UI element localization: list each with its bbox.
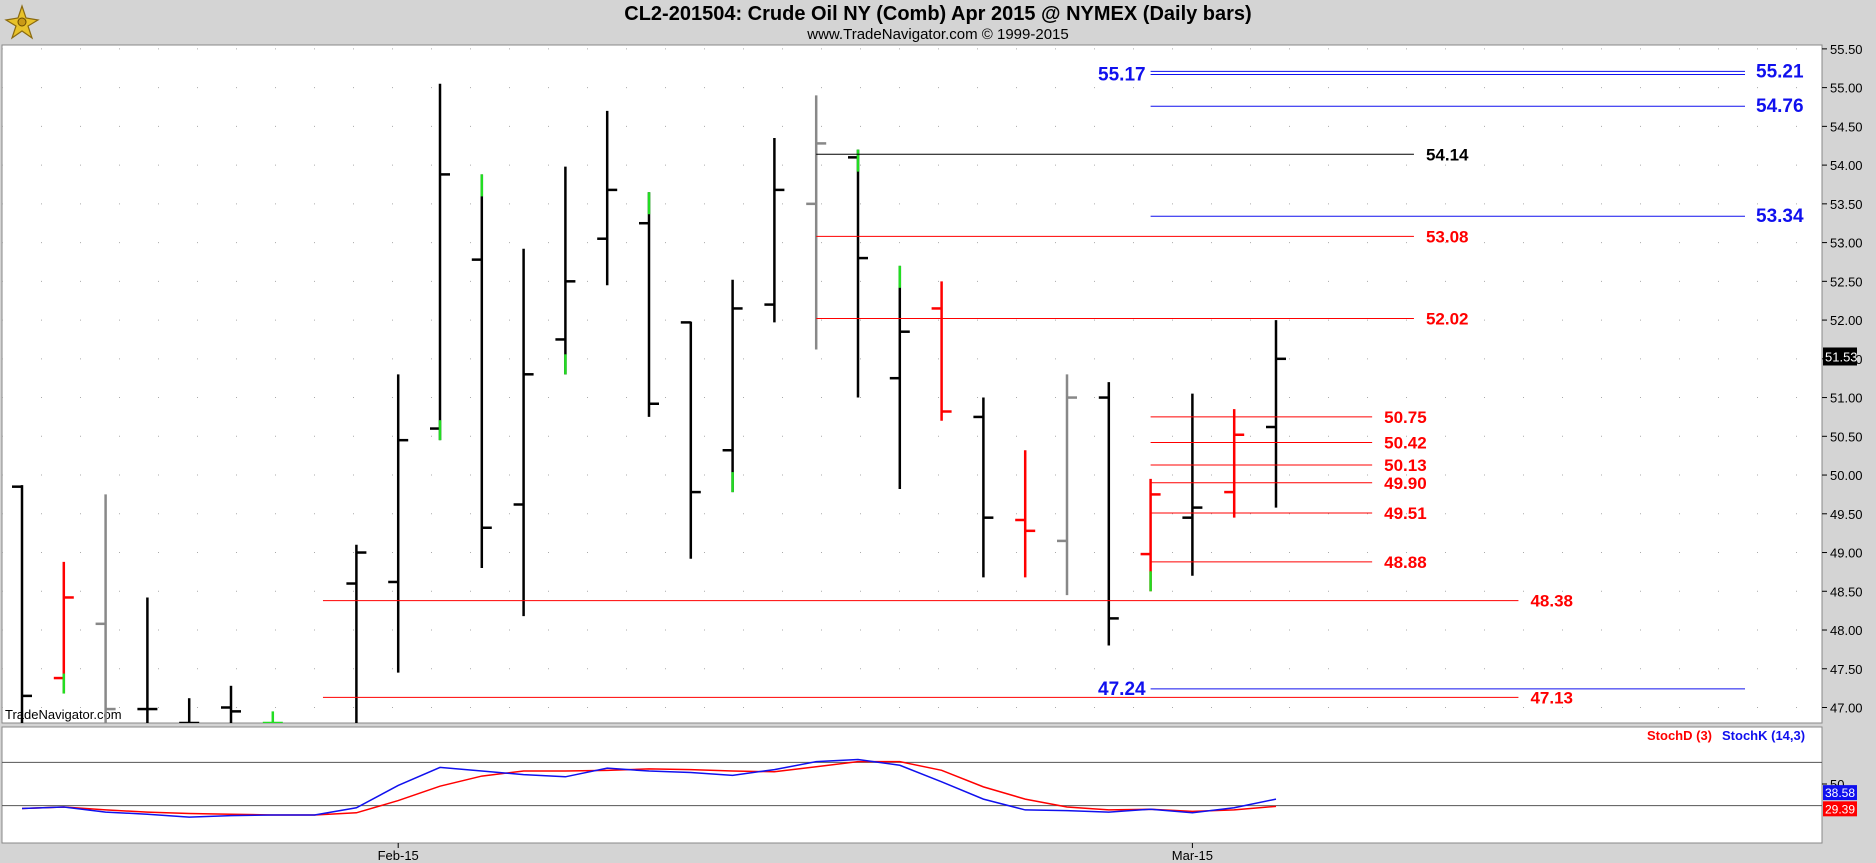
- stoch-last-badge: [1823, 785, 1857, 801]
- watermark-text: TradeNavigator.com: [5, 707, 122, 722]
- y-tick-label: 53.00: [1830, 236, 1863, 251]
- level-label-52-02: 52.02: [1426, 310, 1469, 329]
- ohlc-bar: [597, 110, 618, 286]
- ohlc-bar: [889, 265, 910, 489]
- ohlc-bar: [1098, 382, 1119, 646]
- y-tick-label: 49.00: [1830, 546, 1863, 561]
- ohlc-bar: [430, 83, 450, 441]
- legend-stochd: StochD (3): [1647, 728, 1712, 743]
- ohlc-bar: [53, 561, 74, 694]
- y-tick-label: 48.50: [1830, 584, 1863, 599]
- chart-subtitle: www.TradeNavigator.com © 1999-2015: [807, 26, 1069, 43]
- level-label-49-51: 49.51: [1384, 504, 1427, 523]
- level-label-48-38: 48.38: [1530, 592, 1573, 611]
- y-tick-label: 48.00: [1830, 623, 1863, 638]
- level-label-47-24: 47.24: [1098, 679, 1146, 700]
- ohlc-bar: [513, 248, 534, 617]
- y-tick-label: 50.00: [1830, 468, 1863, 483]
- ohlc-bar: [95, 494, 116, 723]
- ohlc-bar: [1266, 320, 1286, 508]
- chart-title: CL2-201504: Crude Oil NY (Comb) Apr 2015…: [624, 3, 1252, 25]
- tradenavigator-logo-icon: [2, 2, 42, 42]
- ohlc-bar: [1057, 374, 1077, 596]
- y-tick-label: 47.00: [1830, 701, 1863, 716]
- last-price-label: 51.53: [1825, 349, 1858, 364]
- level-label-50-42: 50.42: [1384, 434, 1427, 453]
- stochastic-panel: [1, 726, 1823, 844]
- stoch-last-badge: [1823, 801, 1857, 817]
- y-tick-label: 54.50: [1830, 119, 1863, 134]
- ohlc-bar: [555, 166, 576, 375]
- ohlc-bar: [1140, 478, 1161, 592]
- y-tick-label: 49.50: [1830, 507, 1863, 522]
- price-levels: 55.21 55.17 54.76 54.14 53.34 53.08 52.02 50.75…: [322, 61, 1804, 707]
- ohlc-bar: [639, 192, 659, 417]
- ohlc-bar: [137, 597, 158, 723]
- level-label-47-13: 47.13: [1530, 688, 1573, 707]
- stoch-line-k: [21, 758, 1277, 818]
- y-tick-label: 54.00: [1830, 158, 1863, 173]
- y-tick-label: 55.50: [1830, 42, 1863, 57]
- level-label-48-88: 48.88: [1384, 553, 1427, 572]
- ohlc-bar: [1224, 409, 1245, 518]
- ohlc-bar: [471, 174, 492, 569]
- ohlc-bar: [179, 698, 200, 723]
- ohlc-bar: [346, 544, 367, 723]
- y-tick-label: 50.50: [1830, 429, 1863, 444]
- last-price-badge: [1823, 347, 1857, 366]
- ohlc-bar: [848, 149, 868, 398]
- ohlc-bar: [680, 321, 701, 559]
- y-tick-label: 52.50: [1830, 274, 1863, 289]
- ohlc-bar: [12, 485, 32, 723]
- ohlc-bar: [722, 279, 743, 493]
- y-tick-label: 51.00: [1830, 391, 1863, 406]
- ohlc-bar: [221, 685, 241, 723]
- level-label-53-08: 53.08: [1426, 227, 1469, 246]
- level-label-54-76: 54.76: [1756, 96, 1804, 117]
- y-tick-label: 55.00: [1830, 81, 1863, 96]
- level-label-55-21: 55.21: [1756, 61, 1804, 82]
- stoch-last-label: 29.39: [1825, 802, 1855, 816]
- ohlc-bar: [806, 95, 827, 350]
- ohlc-bar: [931, 281, 952, 421]
- y-tick-label: 47.50: [1830, 662, 1863, 677]
- y-tick-label: 52.00: [1830, 313, 1863, 328]
- ohlc-bar: [388, 374, 409, 673]
- level-label-53-34: 53.34: [1756, 206, 1804, 227]
- level-label-55-17: 55.17: [1098, 64, 1146, 85]
- stoch-line-d: [21, 760, 1277, 816]
- ohlc-bar: [262, 711, 283, 723]
- ohlc-bar: [1015, 450, 1036, 578]
- level-label-49-90: 49.90: [1384, 474, 1427, 493]
- legend-stochk: StochK (14,3): [1722, 728, 1805, 743]
- ohlc-bar: [764, 137, 785, 323]
- price-bars: [12, 83, 1286, 723]
- stoch-last-label: 38.58: [1825, 786, 1855, 800]
- level-label-50-13: 50.13: [1384, 456, 1427, 475]
- ohlc-bar: [1182, 393, 1203, 576]
- level-label-54-14: 54.14: [1426, 145, 1469, 164]
- price-panel: [1, 44, 1823, 724]
- y-tick-label: 53.50: [1830, 197, 1863, 212]
- ohlc-bar: [973, 397, 994, 578]
- x-tick-label: Feb-15: [378, 848, 419, 863]
- x-tick-label: Mar-15: [1172, 848, 1213, 863]
- level-label-50-75: 50.75: [1384, 408, 1427, 427]
